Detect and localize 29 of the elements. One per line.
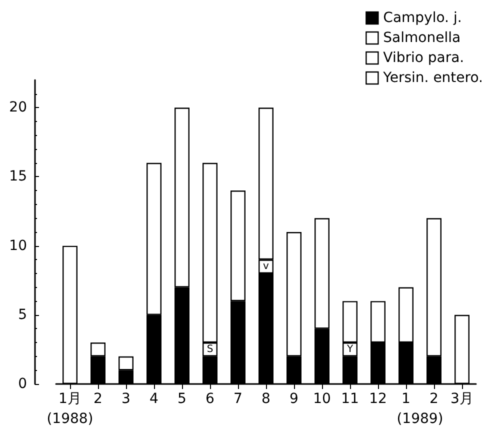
y-tick-label: 10	[9, 238, 27, 254]
x-tick-label: 11	[341, 391, 359, 407]
y-tick-label: 5	[18, 306, 27, 323]
y-tick-label: 0	[18, 376, 27, 392]
x-tick-label: 4	[150, 391, 159, 407]
data-label: v	[263, 261, 270, 272]
x-tick-label: 12	[369, 391, 387, 407]
x-tick-label: 9	[290, 391, 298, 407]
x-tick-label: 1	[402, 391, 410, 407]
legend-label: Vibrio para.	[383, 50, 464, 66]
x-tick-label: 1月	[58, 391, 82, 407]
x-tick-label: 3	[122, 391, 130, 407]
y-tick-label: 20	[9, 100, 27, 116]
legend-label: Campylo. j.	[383, 10, 462, 26]
y-tick-label: 15	[9, 168, 27, 185]
legend-label: Salmonella	[383, 30, 461, 46]
x-tick-label: 3月	[450, 391, 474, 407]
data-label: Y	[346, 344, 354, 355]
text: (1988)	[46, 411, 94, 427]
legend-label: Yersin. entero.	[382, 70, 484, 86]
x-tick-label: 6	[206, 391, 215, 407]
x-tick-label: 10	[313, 391, 331, 407]
x-tick-label: 8	[262, 391, 270, 407]
x-tick-label: 5	[178, 391, 186, 407]
x-tick-label: 7	[234, 391, 242, 407]
data-label: S	[206, 344, 214, 355]
text: (1989)	[396, 411, 444, 427]
x-tick-label: 2	[94, 391, 102, 407]
x-tick-label: 2	[430, 391, 438, 407]
